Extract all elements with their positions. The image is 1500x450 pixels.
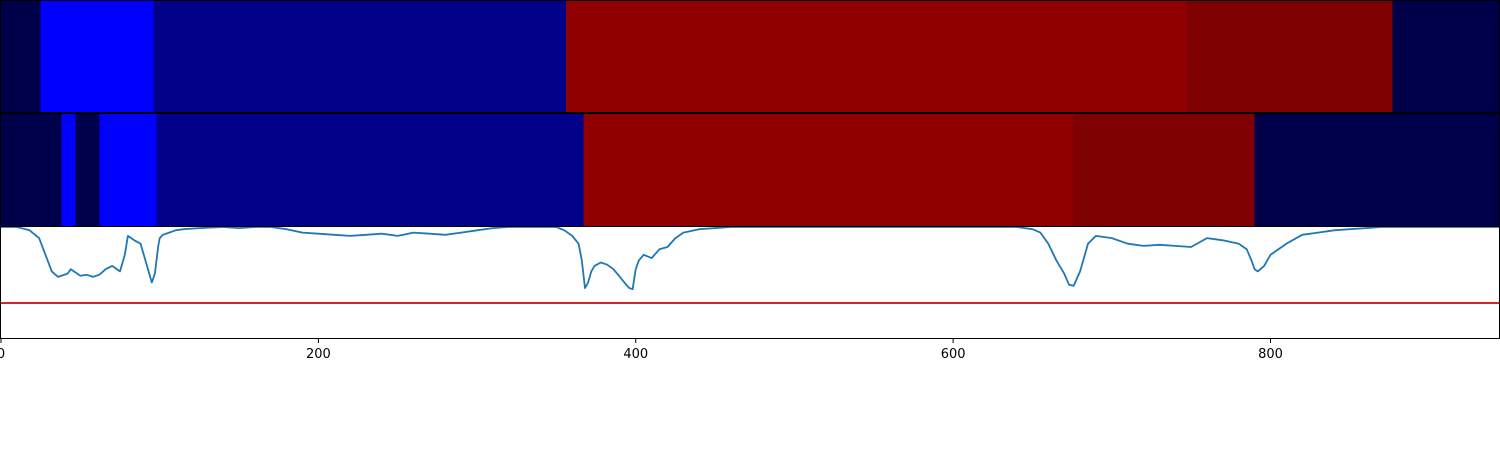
segment-bar xyxy=(1186,1,1393,112)
segment-bar xyxy=(565,1,1187,112)
x-tick-label: 800 xyxy=(1258,347,1283,362)
segment-bar xyxy=(1,1,41,112)
series-line xyxy=(1,227,1499,291)
segment-track-2 xyxy=(1,114,1499,226)
segment-bar xyxy=(153,1,566,112)
x-tick-label: 400 xyxy=(623,347,648,362)
segment-track-1 xyxy=(1,1,1499,112)
x-tick-label: 600 xyxy=(941,347,966,362)
segment-bar xyxy=(1254,114,1499,226)
segment-bar xyxy=(1073,114,1255,226)
segment-bar xyxy=(61,114,76,226)
segment-bar xyxy=(156,114,584,226)
segment-bar xyxy=(99,114,157,226)
x-tick-label: 200 xyxy=(306,347,331,362)
segment-bar xyxy=(1,114,62,226)
segment-bar xyxy=(583,114,1074,226)
segment-bar xyxy=(75,114,100,226)
plot-background xyxy=(1,227,1499,338)
segment-bar xyxy=(1392,1,1499,112)
x-tick-label: 0 xyxy=(0,347,5,362)
segment-tracks xyxy=(1,1,1499,226)
line-plot-area xyxy=(1,227,1499,338)
segment-bar xyxy=(40,1,154,112)
